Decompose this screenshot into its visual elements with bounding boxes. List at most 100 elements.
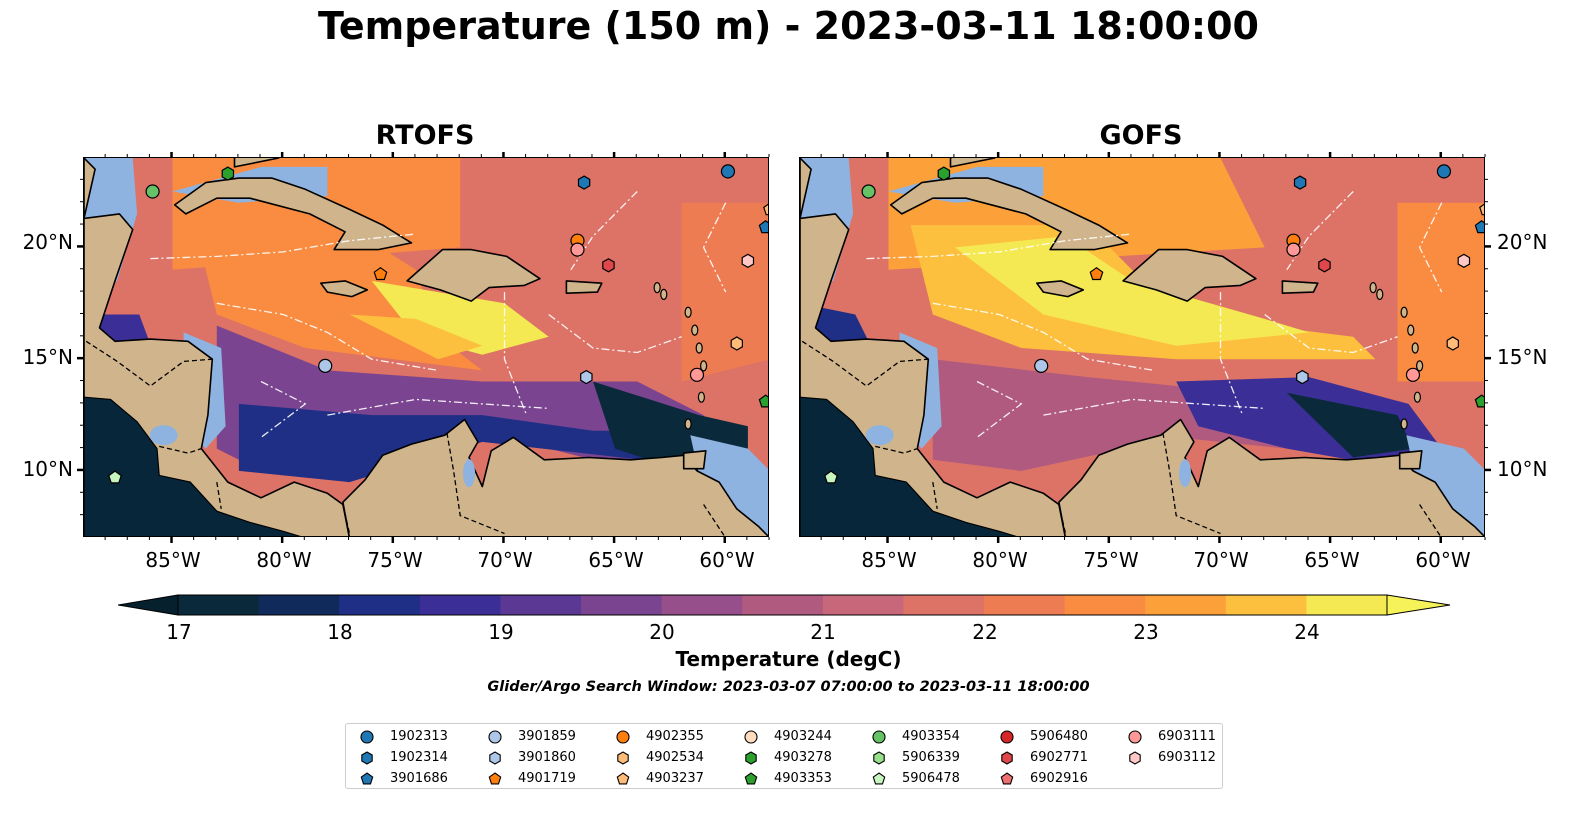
legend-marker-circle-icon — [872, 730, 886, 744]
legend-marker-hexagon-icon — [1001, 751, 1013, 765]
float-marker-4903237 — [763, 203, 768, 216]
legend-marker-pentagon-icon — [872, 772, 886, 785]
y-tick-label: 15°N — [1497, 345, 1548, 369]
temperature-map-rtofs — [84, 158, 768, 536]
colorbar-label: Temperature (degC) — [675, 647, 902, 671]
float-marker-1902313 — [720, 164, 736, 179]
float-marker-4903278 — [221, 166, 235, 181]
colorbar-segment — [903, 595, 985, 615]
legend-label: 4903244 — [774, 729, 832, 744]
legend-marker-circle-icon — [616, 730, 630, 744]
colorbar-segment — [1306, 595, 1388, 615]
float-marker-6903111 — [689, 367, 705, 382]
float-marker-3901860 — [1296, 369, 1309, 385]
legend-marker-hexagon-icon — [617, 751, 629, 765]
float-marker-3901686 — [758, 220, 768, 234]
colorbar-segment — [581, 595, 663, 615]
colorbar-segment — [742, 595, 824, 615]
float-marker-4903354 — [861, 184, 876, 199]
legend-label: 3901686 — [390, 771, 448, 786]
float-marker-4901719 — [373, 266, 388, 281]
x-tick-label: 80°W — [256, 548, 312, 572]
y-tick-label: 20°N — [1497, 230, 1548, 254]
legend-marker-pentagon-icon — [616, 772, 630, 785]
y-tick-label: 15°N — [22, 345, 73, 369]
legend-marker-circle-icon — [1128, 730, 1142, 744]
colorbar-tick-label: 20 — [649, 620, 675, 644]
x-tick-label: 70°W — [477, 548, 533, 572]
x-tick-label: 60°W — [1415, 548, 1471, 572]
colorbar-tick-label: 23 — [1133, 620, 1159, 644]
legend-marker-circle-icon — [360, 730, 374, 744]
x-tick-label: 75°W — [367, 548, 423, 572]
y-tick-label: 10°N — [22, 457, 73, 481]
legend-marker-pentagon-icon — [488, 772, 502, 785]
y-tick-label: 20°N — [22, 230, 73, 254]
legend-marker-pentagon-icon — [744, 772, 758, 785]
colorbar-tick-label: 21 — [810, 620, 836, 644]
legend-marker-hexagon-icon — [1129, 751, 1141, 765]
colorbar-segment — [661, 595, 743, 615]
float-marker-3901859 — [1034, 358, 1049, 373]
legend-label: 1902313 — [390, 729, 448, 744]
legend-marker-pentagon-icon — [1000, 772, 1014, 785]
float-marker-4903278 — [937, 166, 951, 181]
float-marker-4902534 — [1446, 336, 1460, 351]
legend-label: 6903111 — [1158, 729, 1216, 744]
colorbar-tick-label: 19 — [488, 620, 514, 644]
legend-label: 4902355 — [646, 729, 704, 744]
colorbar-segment — [500, 595, 582, 615]
colorbar-segment — [984, 595, 1066, 615]
x-tick-label: 65°W — [588, 548, 644, 572]
legend-label: 4902534 — [646, 750, 704, 765]
y-tick-label: 10°N — [1497, 457, 1548, 481]
colorbar-segment — [822, 595, 904, 615]
float-marker-3901686 — [1474, 220, 1484, 234]
float-marker-4902534 — [730, 336, 744, 351]
legend-label: 4903354 — [902, 729, 960, 744]
legend-marker-hexagon-icon — [745, 751, 757, 765]
colorbar-segment — [419, 595, 501, 615]
legend-label: 5906339 — [902, 750, 960, 765]
x-tick-label: 80°W — [972, 548, 1028, 572]
x-tick-label: 65°W — [1304, 548, 1360, 572]
x-tick-label: 85°W — [861, 548, 917, 572]
axis-ticks — [77, 152, 1491, 543]
legend-marker-circle-icon — [1000, 730, 1014, 744]
colorbar-segment — [1145, 595, 1227, 615]
float-marker-1902313 — [1436, 164, 1452, 179]
float-marker-3901859 — [318, 358, 333, 373]
legend-marker-hexagon-icon — [361, 751, 373, 765]
legend-label: 1902314 — [390, 750, 448, 765]
float-marker-6902771 — [1318, 258, 1331, 273]
legend-marker-circle-icon — [744, 730, 758, 744]
legend-label: 3901859 — [518, 729, 576, 744]
float-marker-4903354 — [145, 184, 160, 199]
float-marker-5906478 — [824, 470, 838, 484]
legend-label: 6902916 — [1030, 771, 1088, 786]
legend-marker-hexagon-icon — [489, 751, 501, 765]
colorbar — [118, 594, 1451, 616]
float-marker-4901719 — [1089, 266, 1104, 281]
map-panel-gofs — [799, 157, 1485, 537]
legend-label: 4903237 — [646, 771, 704, 786]
float-marker-3901860 — [580, 369, 593, 385]
float-marker-4903237 — [1479, 203, 1484, 216]
legend-label: 6902771 — [1030, 750, 1088, 765]
x-tick-label: 60°W — [699, 548, 755, 572]
legend-label: 4903353 — [774, 771, 832, 786]
colorbar-tick-label: 22 — [972, 620, 998, 644]
legend-label: 5906478 — [902, 771, 960, 786]
search-window-caption: Glider/Argo Search Window: 2023-03-07 07… — [487, 679, 1090, 695]
colorbar-segment — [1225, 595, 1307, 615]
colorbar-segment — [258, 595, 340, 615]
figure-title: Temperature (150 m) - 2023-03-11 18:00:0… — [317, 4, 1259, 48]
colorbar-tick-label: 17 — [166, 620, 192, 644]
float-marker-4903353 — [1474, 394, 1484, 408]
float-marker-6902771 — [602, 258, 615, 273]
legend-label: 6903112 — [1158, 750, 1216, 765]
float-marker-1902314 — [1293, 175, 1307, 190]
colorbar-tick-label: 24 — [1294, 620, 1320, 644]
legend-label: 4901719 — [518, 771, 576, 786]
float-marker-6903111 — [570, 242, 585, 257]
